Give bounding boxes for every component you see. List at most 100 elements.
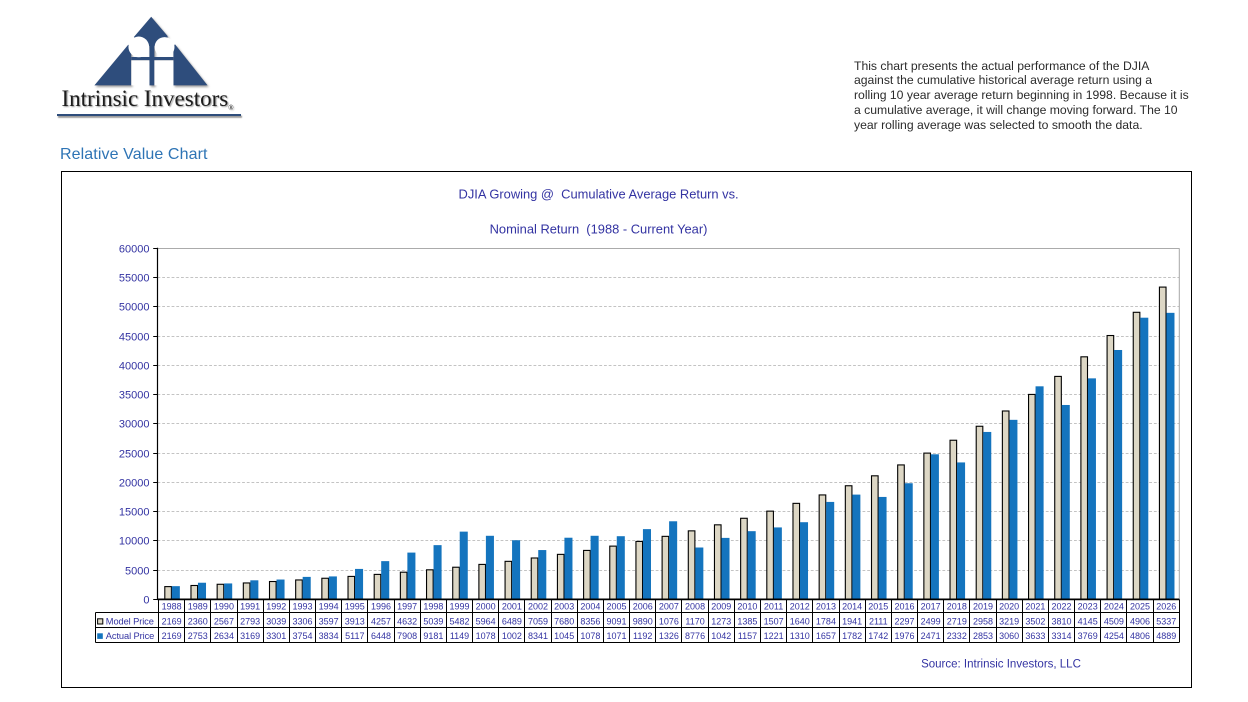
svg-text:5117: 5117 (345, 631, 364, 641)
svg-text:2010: 2010 (737, 601, 757, 611)
svg-text:4145: 4145 (1078, 616, 1098, 626)
svg-text:3754: 3754 (292, 631, 312, 641)
svg-text:3301: 3301 (266, 631, 286, 641)
svg-text:1988: 1988 (162, 601, 182, 611)
svg-text:2008: 2008 (685, 601, 705, 611)
svg-text:2007: 2007 (659, 601, 679, 611)
svg-text:1078: 1078 (476, 631, 496, 641)
svg-text:15000: 15000 (119, 506, 150, 518)
svg-text:DJIA Growing @ Cumulative Ave: DJIA Growing @ Cumulative Average Return… (459, 187, 739, 202)
svg-text:5964: 5964 (476, 616, 496, 626)
svg-text:5039: 5039 (423, 616, 443, 626)
svg-text:8356: 8356 (580, 616, 600, 626)
svg-text:4889: 4889 (1156, 631, 1176, 641)
svg-text:2719: 2719 (947, 616, 967, 626)
svg-text:2026: 2026 (1156, 601, 1176, 611)
svg-text:1149: 1149 (450, 631, 469, 641)
svg-text:1941: 1941 (842, 616, 862, 626)
svg-text:4509: 4509 (1104, 616, 1124, 626)
svg-text:3060: 3060 (999, 631, 1019, 641)
svg-text:1993: 1993 (292, 601, 312, 611)
svg-text:3769: 3769 (1078, 631, 1098, 641)
svg-text:1078: 1078 (580, 631, 600, 641)
svg-text:2016: 2016 (894, 601, 914, 611)
svg-text:1042: 1042 (711, 631, 731, 641)
svg-text:3502: 3502 (1025, 616, 1045, 626)
svg-text:2958: 2958 (973, 616, 993, 626)
svg-text:10000: 10000 (119, 535, 150, 547)
svg-text:3169: 3169 (240, 631, 260, 641)
svg-text:3834: 3834 (319, 631, 339, 641)
svg-text:1998: 1998 (423, 601, 443, 611)
svg-text:1221: 1221 (764, 631, 784, 641)
svg-text:1657: 1657 (816, 631, 836, 641)
svg-text:2002: 2002 (528, 601, 548, 611)
svg-text:2005: 2005 (607, 601, 627, 611)
svg-text:2000: 2000 (476, 601, 496, 611)
svg-text:4906: 4906 (1130, 616, 1150, 626)
svg-text:2024: 2024 (1104, 601, 1124, 611)
svg-text:7908: 7908 (397, 631, 417, 641)
svg-text:5482: 5482 (449, 616, 469, 626)
svg-text:2013: 2013 (816, 601, 836, 611)
svg-text:50000: 50000 (119, 301, 150, 313)
svg-text:7059: 7059 (528, 616, 548, 626)
svg-text:6448: 6448 (371, 631, 391, 641)
svg-text:5337: 5337 (1156, 616, 1176, 626)
svg-text:1742: 1742 (868, 631, 888, 641)
svg-text:25000: 25000 (119, 448, 150, 460)
svg-text:Actual Price: Actual Price (106, 631, 154, 641)
svg-text:Source: Intrinsic Investors, L: Source: Intrinsic Investors, LLC (921, 659, 1081, 671)
svg-text:2332: 2332 (947, 631, 967, 641)
svg-text:1002: 1002 (502, 631, 522, 641)
svg-text:1990: 1990 (214, 601, 234, 611)
svg-text:2004: 2004 (580, 601, 600, 611)
svg-text:2022: 2022 (1052, 601, 1072, 611)
svg-text:3314: 3314 (1052, 631, 1072, 641)
svg-text:1170: 1170 (685, 616, 704, 626)
svg-text:3597: 3597 (319, 616, 339, 626)
svg-text:4806: 4806 (1130, 631, 1150, 641)
svg-text:4632: 4632 (397, 616, 417, 626)
svg-text:2020: 2020 (999, 601, 1019, 611)
svg-text:2012: 2012 (790, 601, 810, 611)
svg-text:1991: 1991 (240, 601, 260, 611)
svg-text:2567: 2567 (214, 616, 234, 626)
svg-text:1385: 1385 (737, 616, 757, 626)
svg-text:1784: 1784 (816, 616, 836, 626)
svg-text:2853: 2853 (973, 631, 993, 641)
svg-text:35000: 35000 (119, 389, 150, 401)
svg-text:60000: 60000 (119, 243, 150, 255)
svg-text:1071: 1071 (607, 631, 627, 641)
svg-text:2025: 2025 (1130, 601, 1150, 611)
svg-text:3039: 3039 (266, 616, 286, 626)
svg-text:3810: 3810 (1052, 616, 1072, 626)
svg-text:1640: 1640 (790, 616, 810, 626)
svg-text:55000: 55000 (119, 272, 150, 284)
svg-text:40000: 40000 (119, 360, 150, 372)
svg-text:2753: 2753 (188, 631, 208, 641)
svg-text:1997: 1997 (397, 601, 417, 611)
svg-text:2006: 2006 (633, 601, 653, 611)
svg-text:8341: 8341 (528, 631, 548, 641)
svg-text:1326: 1326 (659, 631, 679, 641)
svg-text:4254: 4254 (1104, 631, 1124, 641)
svg-text:1157: 1157 (738, 631, 757, 641)
svg-text:8776: 8776 (685, 631, 705, 641)
svg-text:3913: 3913 (345, 616, 365, 626)
svg-text:2014: 2014 (842, 601, 862, 611)
svg-text:5000: 5000 (125, 565, 149, 577)
svg-text:1992: 1992 (266, 601, 286, 611)
svg-text:2297: 2297 (894, 616, 914, 626)
svg-text:0: 0 (143, 594, 149, 606)
svg-text:2471: 2471 (921, 631, 941, 641)
svg-text:2169: 2169 (162, 616, 182, 626)
svg-text:20000: 20000 (119, 477, 150, 489)
svg-text:2499: 2499 (921, 616, 941, 626)
svg-text:2001: 2001 (502, 601, 522, 611)
svg-text:1994: 1994 (319, 601, 339, 611)
svg-text:2169: 2169 (162, 631, 182, 641)
svg-text:3306: 3306 (292, 616, 312, 626)
svg-text:1273: 1273 (711, 616, 731, 626)
svg-text:3633: 3633 (1025, 631, 1045, 641)
